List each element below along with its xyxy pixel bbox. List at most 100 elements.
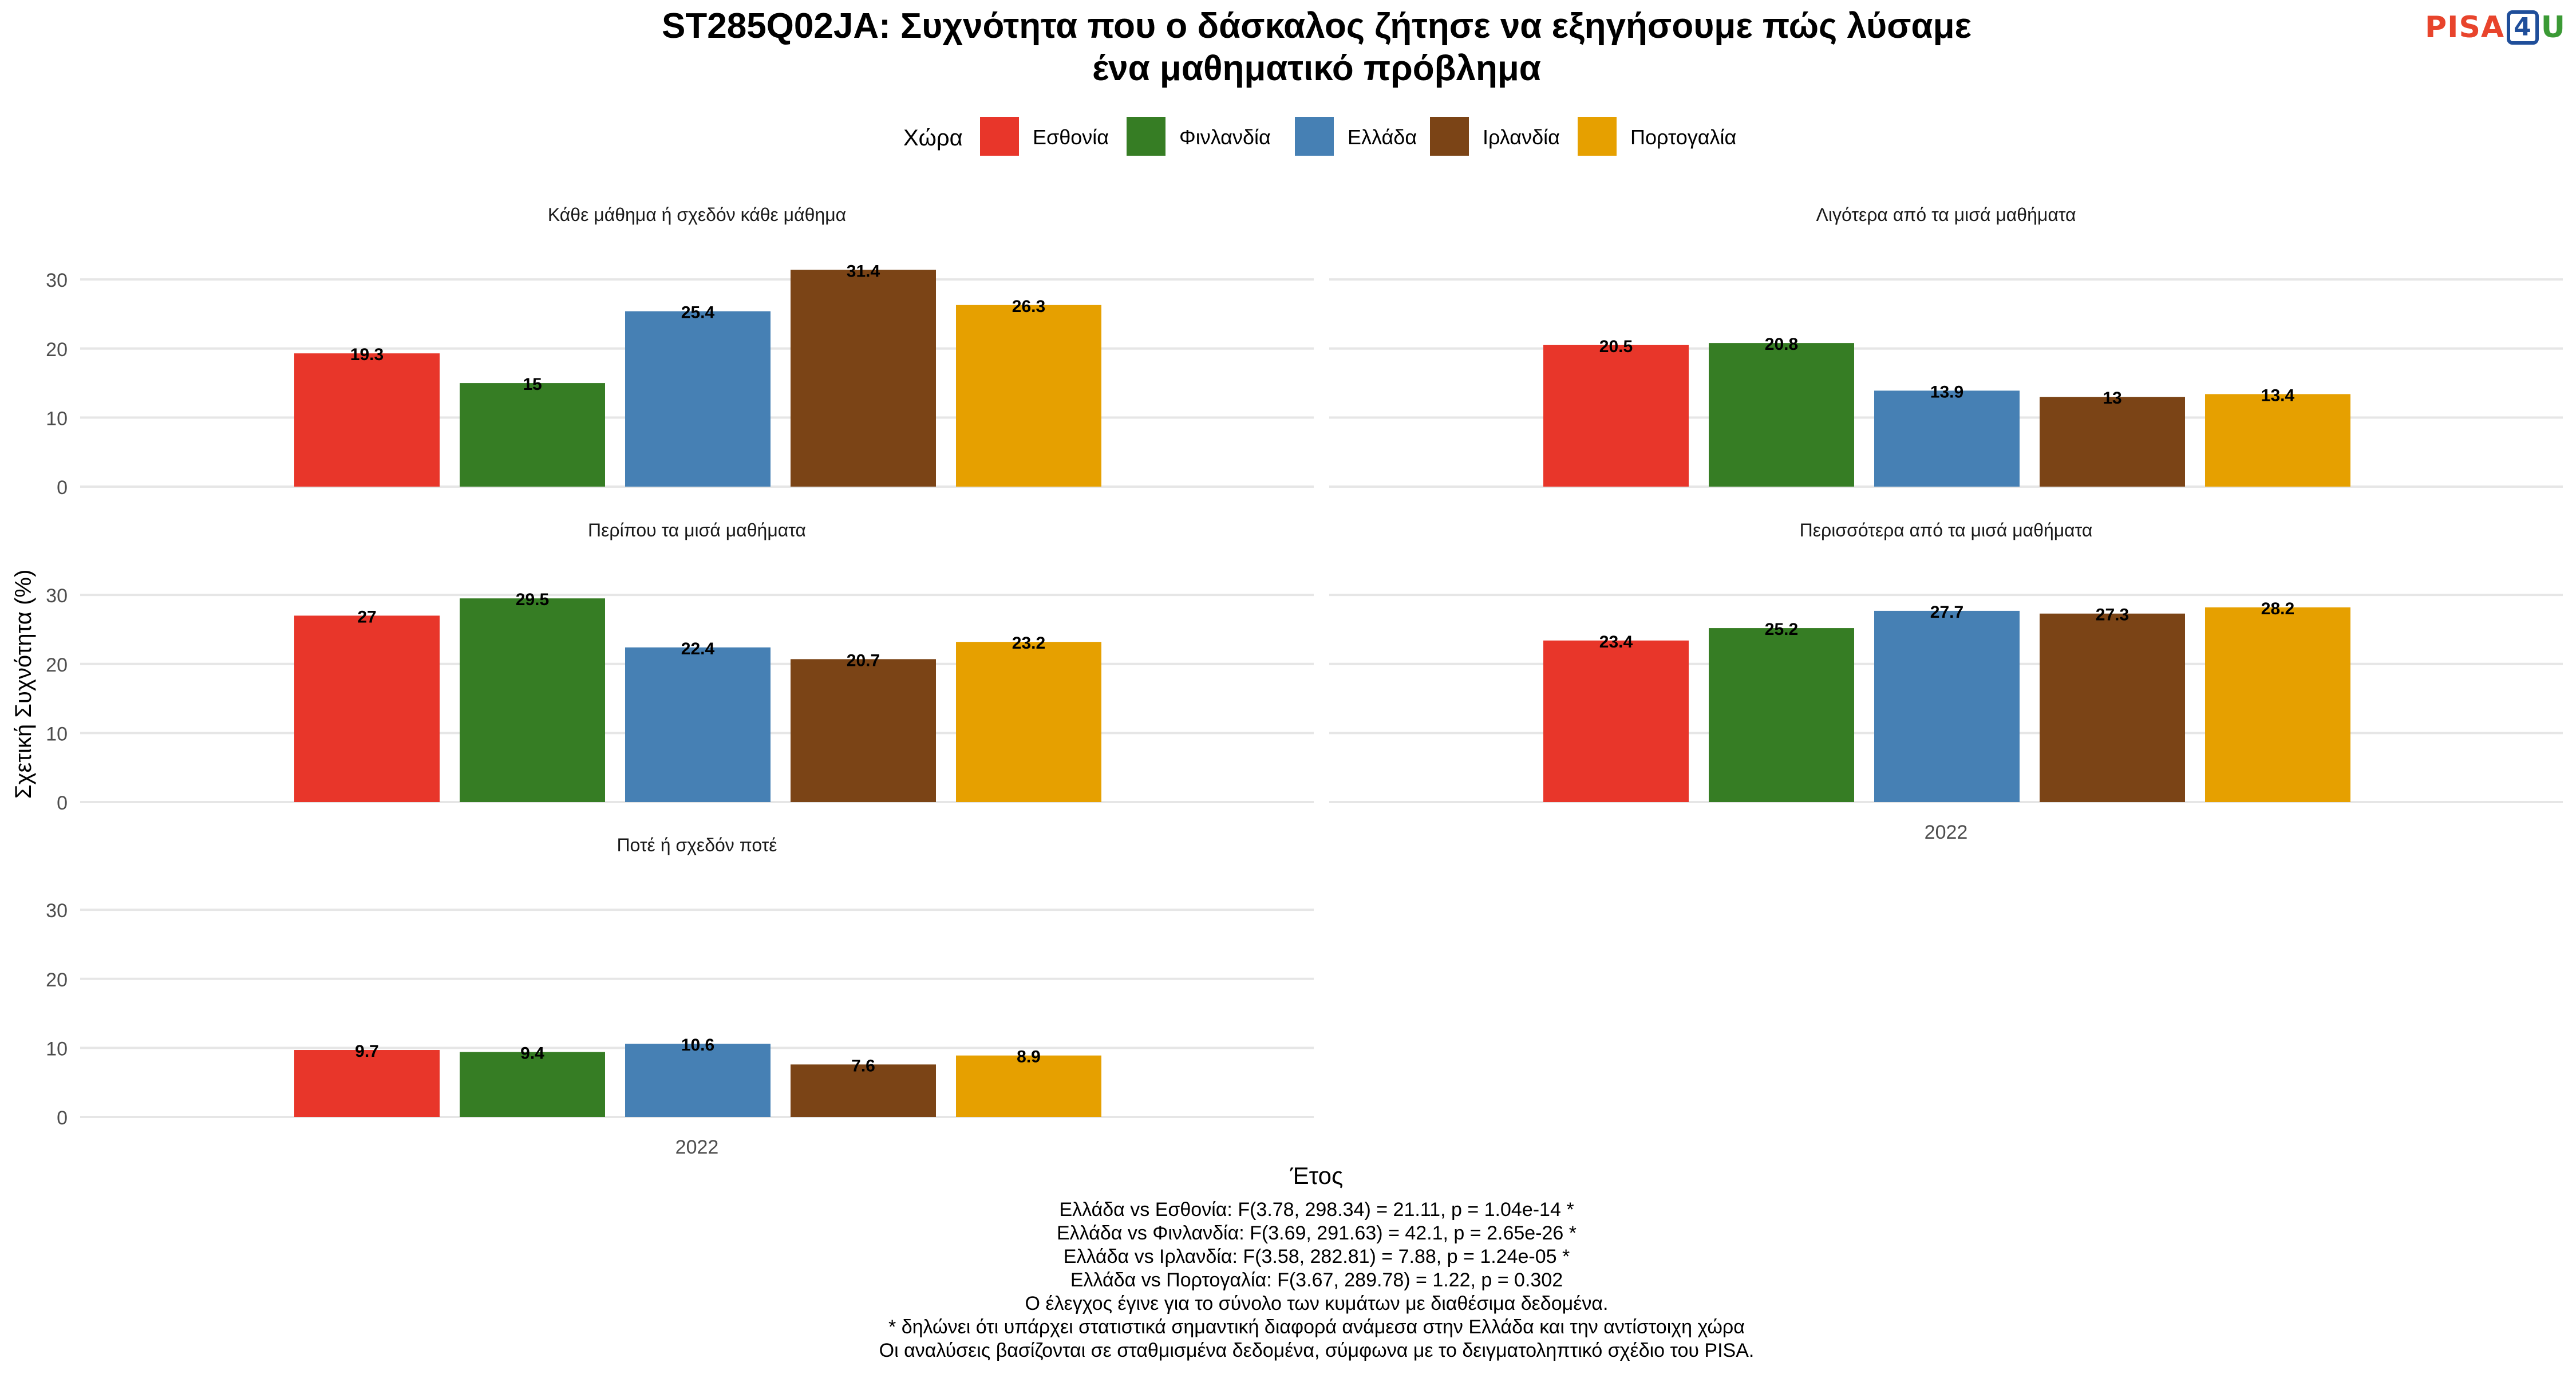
- bar: [1874, 610, 2020, 802]
- bar: [1709, 628, 1854, 802]
- legend-swatch: [1578, 117, 1617, 156]
- y-tick-label: 0: [57, 1107, 68, 1129]
- y-tick-label: 20: [46, 969, 68, 991]
- footnote-line: Ελλάδα vs Ιρλανδία: F(3.58, 282.81) = 7.…: [1064, 1246, 1570, 1268]
- legend-item: Φινλανδία: [1127, 117, 1271, 156]
- bar-value-label: 27.3: [2096, 606, 2129, 625]
- y-tick-label: 0: [57, 477, 68, 499]
- facet-strip-label: Κάθε μάθημα ή σχεδόν κάθε μάθημα: [548, 204, 846, 225]
- legend-swatch: [1295, 117, 1334, 156]
- bar-value-label: 8.9: [1017, 1048, 1041, 1067]
- bar-value-label: 26.3: [1012, 297, 1045, 316]
- y-tick-label: 30: [46, 270, 68, 291]
- bar: [294, 615, 440, 802]
- bar-value-label: 27: [357, 607, 376, 626]
- legend-swatch: [1127, 117, 1165, 156]
- bar-value-label: 20.7: [847, 651, 880, 670]
- bar: [956, 1055, 1101, 1117]
- bar: [460, 1052, 605, 1117]
- y-tick-label: 30: [46, 900, 68, 922]
- bar: [2205, 394, 2350, 487]
- legend-swatch: [980, 117, 1019, 156]
- facet-strip-label: Περισσότερα από τα μισά μαθήματα: [1800, 520, 2093, 540]
- logo-text-four: 4: [2507, 10, 2539, 45]
- bar-value-label: 10.6: [681, 1036, 714, 1055]
- facet-panels: Κάθε μάθημα ή σχεδόν κάθε μάθημα 0 10 20 30 1…: [46, 204, 2563, 1158]
- bar: [791, 1064, 936, 1117]
- y-tick-label: 20: [46, 654, 68, 676]
- bar: [1543, 640, 1689, 802]
- bar: [625, 311, 771, 487]
- facet-strip-label: Περίπου τα μισά μαθήματα: [588, 520, 806, 540]
- bar: [1543, 345, 1689, 487]
- bar: [791, 270, 936, 487]
- bar-value-label: 23.4: [1599, 633, 1633, 652]
- bar-value-label: 27.7: [1930, 603, 1963, 622]
- legend-label: Ιρλανδία: [1483, 125, 1560, 149]
- bar-value-label: 31.4: [847, 262, 880, 281]
- legend-label: Εσθονία: [1033, 125, 1109, 149]
- bar-value-label: 19.3: [350, 345, 384, 364]
- bar-value-label: 9.7: [355, 1042, 379, 1061]
- pisa4u-logo: PISA 4 U: [2425, 10, 2566, 45]
- bar-value-label: 23.2: [1012, 634, 1045, 653]
- bar: [2040, 613, 2185, 802]
- legend-item: Πορτογαλία: [1578, 117, 1736, 156]
- y-tick-label: 10: [46, 408, 68, 429]
- bar-value-label: 22.4: [681, 639, 715, 658]
- legend-item: Ιρλανδία: [1430, 117, 1560, 156]
- y-axis-label: Σχετική Συχνότητα (%): [11, 570, 36, 799]
- logo-text-u: U: [2541, 10, 2566, 45]
- footnote-line: Οι αναλύσεις βασίζονται σε σταθμισμένα δ…: [879, 1340, 1755, 1361]
- legend-label: Πορτογαλία: [1630, 125, 1736, 149]
- x-tick-label: 2022: [675, 1136, 719, 1158]
- facet-strip-label: Λιγότερα από τα μισά μαθήματα: [1816, 204, 2076, 225]
- footnote-line: Ελλάδα vs Πορτογαλία: F(3.67, 289.78) = …: [1070, 1269, 1563, 1291]
- bar-value-label: 7.6: [851, 1056, 875, 1075]
- footnote-line: Ελλάδα vs Φινλανδία: F(3.69, 291.63) = 4…: [1057, 1222, 1577, 1244]
- bar-value-label: 20.5: [1599, 337, 1633, 356]
- bar-value-label: 13.4: [2261, 386, 2295, 405]
- bar: [2205, 607, 2350, 802]
- legend-label: Φινλανδία: [1179, 125, 1271, 149]
- bar: [956, 642, 1101, 802]
- x-axis-label: Έτος: [1290, 1162, 1344, 1189]
- bar: [460, 598, 605, 802]
- footnotes: Ελλάδα vs Εσθονία: F(3.78, 298.34) = 21.…: [879, 1199, 1755, 1361]
- bar-value-label: 29.5: [516, 590, 549, 609]
- y-tick-label: 10: [46, 723, 68, 745]
- footnote-line: Ο έλεγχος έγινε για το σύνολο των κυμάτω…: [1025, 1293, 1609, 1314]
- footnote-line: Ελλάδα vs Εσθονία: F(3.78, 298.34) = 21.…: [1059, 1199, 1574, 1221]
- bar: [625, 647, 771, 802]
- facet-panel: Περισσότερα από τα μισά μαθήματα 23.4 25.2…: [1329, 520, 2563, 843]
- bar: [791, 659, 936, 802]
- bar: [2040, 397, 2185, 487]
- y-tick-label: 0: [57, 792, 68, 814]
- bar-value-label: 13.9: [1930, 382, 1963, 401]
- bar: [1874, 390, 2020, 487]
- facet-panel: Ποτέ ή σχεδόν ποτέ 0 10 20 30 9.7 9.4 10.6 7.6 8.…: [46, 835, 1314, 1158]
- bar-value-label: 25.4: [681, 303, 715, 322]
- legend-title: Χώρα: [903, 125, 963, 151]
- bar: [294, 1050, 440, 1117]
- y-tick-label: 20: [46, 339, 68, 361]
- legend-label: Ελλάδα: [1348, 125, 1417, 149]
- chart-title-line-2: ένα μαθηματικό πρόβλημα: [1092, 49, 1541, 88]
- bar-value-label: 13: [2103, 389, 2121, 408]
- bar: [625, 1044, 771, 1117]
- bar-value-label: 15: [523, 375, 542, 394]
- bar-value-label: 20.8: [1765, 335, 1798, 354]
- logo-text-pisa: PISA: [2424, 10, 2505, 45]
- bar: [1709, 343, 1854, 487]
- y-tick-label: 10: [46, 1038, 68, 1060]
- y-tick-label: 30: [46, 585, 68, 607]
- legend-item: Ελλάδα: [1295, 117, 1417, 156]
- legend-item: Εσθονία: [980, 117, 1109, 156]
- x-tick-label: 2022: [1925, 822, 1968, 843]
- bar: [294, 353, 440, 487]
- bar: [460, 383, 605, 487]
- bar-value-label: 25.2: [1765, 620, 1798, 639]
- legend: Χώρα Εσθονία Φινλανδία Ελλάδα Ιρλανδία Πορτογ…: [903, 117, 1736, 156]
- facet-panel: Περίπου τα μισά μαθήματα 0 10 20 30 27 29.5 22.…: [46, 520, 1314, 814]
